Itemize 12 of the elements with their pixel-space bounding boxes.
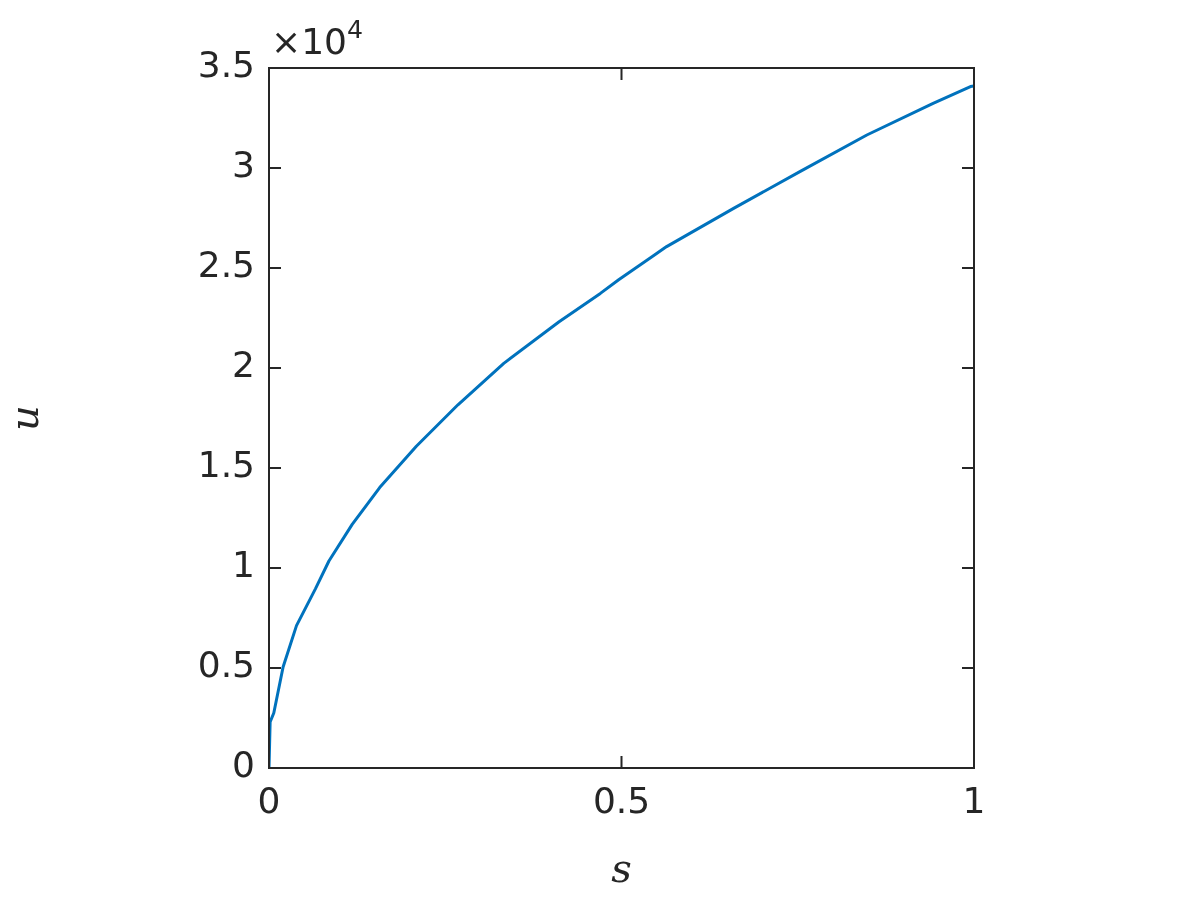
y-tick-label: 2.5 (197, 244, 255, 286)
y-tick-label: 1 (232, 544, 255, 586)
x-tick-label: 1 (962, 779, 986, 821)
y-axis-title: u (1, 405, 48, 431)
y-tick-label: 0.5 (197, 644, 255, 686)
y-tick-label: 0 (232, 744, 255, 786)
y-tick-label: 2 (232, 344, 255, 386)
x-tick-label: 0.5 (592, 779, 651, 821)
x-axis-title: s (611, 845, 632, 892)
y-tick-label: 3 (232, 144, 255, 186)
y-tick-label: 3.5 (197, 44, 255, 86)
y-tick-label: 1.5 (197, 444, 255, 486)
